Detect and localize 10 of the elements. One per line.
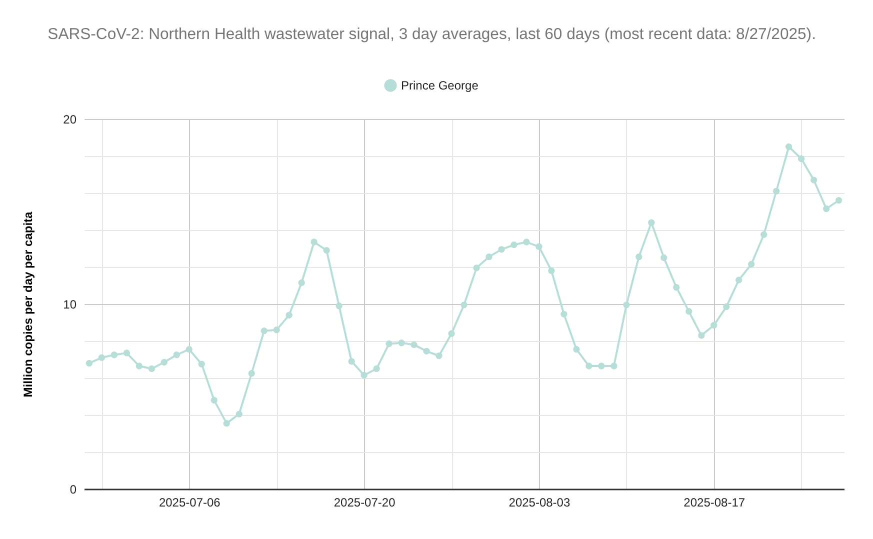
chart-title: SARS-CoV-2: Northern Health wastewater signal, 3 day averages, last 60 days (most recent data: 8/27/2025). [48,26,816,44]
x-tick-label: 2025-07-06 [158,496,221,510]
y-tick-label: 20 [63,112,77,126]
x-tick-label: 2025-08-17 [684,496,746,510]
legend-label: Prince George [401,78,479,92]
x-tick-label: 2025-08-03 [508,496,570,510]
y-axis-title: Million copies per day per capita [21,211,36,398]
y-tick-label: 0 [70,482,77,496]
y-tick-label: 10 [63,298,77,312]
x-tick-label: 2025-07-20 [334,496,396,510]
